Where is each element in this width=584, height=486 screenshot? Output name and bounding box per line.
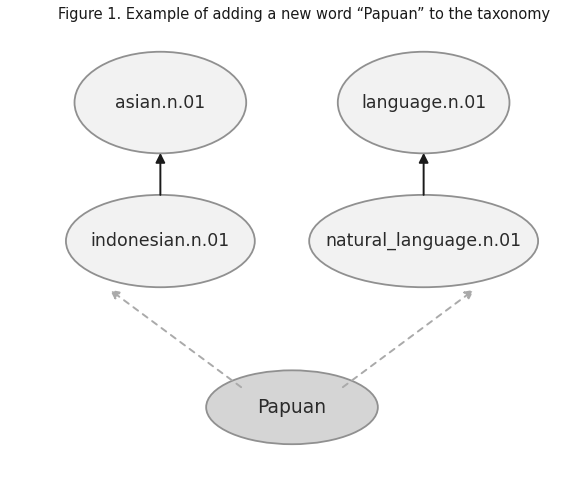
Text: Papuan: Papuan [258,398,326,417]
Text: natural_language.n.01: natural_language.n.01 [325,232,522,250]
Ellipse shape [206,370,378,444]
Ellipse shape [338,52,509,154]
Ellipse shape [309,195,538,287]
Text: language.n.01: language.n.01 [361,93,486,112]
Text: indonesian.n.01: indonesian.n.01 [91,232,230,250]
Ellipse shape [75,52,246,154]
Text: asian.n.01: asian.n.01 [115,93,206,112]
Ellipse shape [66,195,255,287]
Text: Figure 1. Example of adding a new word “Papuan” to the taxonomy: Figure 1. Example of adding a new word “… [58,7,550,22]
